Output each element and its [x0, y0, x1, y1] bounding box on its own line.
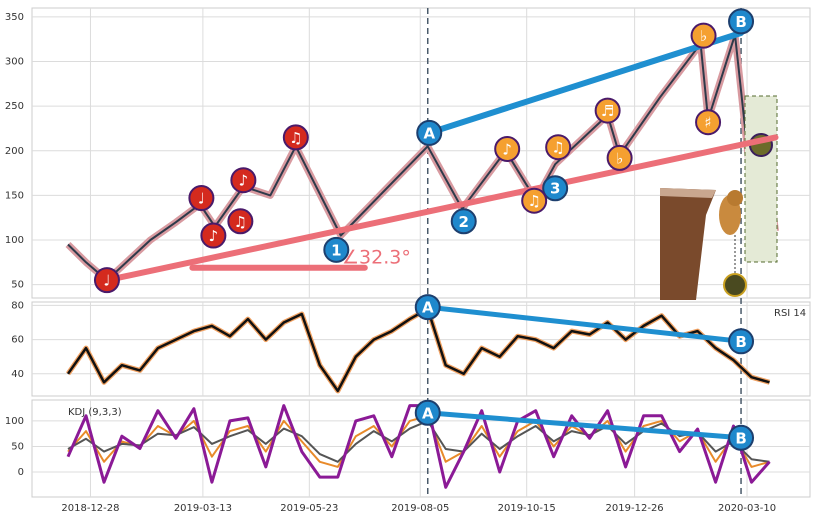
- x-tick-label: 2018-12-28: [61, 503, 119, 514]
- marker: [414, 399, 441, 426]
- panel-label: RSI 14: [774, 308, 806, 319]
- cliff-top: [660, 188, 716, 198]
- y-tick-label: 50: [11, 441, 24, 452]
- y-tick-label: 60: [11, 335, 24, 346]
- panel-label: KDJ (9,3,3): [68, 407, 122, 418]
- dog-head: [727, 190, 743, 206]
- marker-label: 2: [459, 213, 469, 231]
- x-tick-label: 2019-03-13: [174, 503, 232, 514]
- x-tick-label: 2019-05-23: [280, 503, 338, 514]
- marker: [230, 167, 257, 194]
- marker-label: ♩: [198, 190, 205, 208]
- decoration: [660, 95, 778, 300]
- series-line: [67, 419, 770, 463]
- marker-label: ♪: [502, 140, 512, 158]
- marker: [594, 97, 621, 124]
- trend-line: [426, 30, 744, 136]
- y-tick-label: 100: [5, 235, 24, 246]
- marker: [416, 119, 443, 146]
- x-tick-label: 2020-03-10: [718, 503, 776, 514]
- layer-series: [65, 31, 779, 489]
- y-tick-label: 40: [11, 369, 24, 380]
- marker-label: A: [422, 404, 434, 422]
- marker: [695, 109, 722, 136]
- marker-label: ♬: [601, 102, 614, 120]
- marker: [93, 267, 120, 294]
- marker-label: B: [735, 13, 746, 31]
- marker-label: ♫: [551, 139, 564, 157]
- marker-label: ♯: [704, 114, 711, 132]
- y-tick-label: 50: [11, 280, 24, 291]
- box: [744, 95, 778, 263]
- trend-line: [104, 134, 779, 284]
- marker-label: ♫: [289, 129, 302, 147]
- marker-label: A: [423, 124, 435, 142]
- marker-label: B: [735, 429, 746, 447]
- marker: [542, 175, 569, 202]
- layer-mark: ♩ ♩ ♪ ♪ ♫ ♫ 1 2 3 A B ♪ ♫ ♫ ♬ ♭ ♭ ♯ A B A B: [93, 8, 755, 451]
- marker-label: ♪: [209, 227, 219, 245]
- marker-label: 1: [331, 241, 341, 259]
- y-tick-label: 150: [5, 190, 24, 201]
- cliff: [660, 188, 716, 300]
- marker-label: A: [422, 299, 434, 317]
- trend-line: [425, 304, 744, 344]
- marker: [494, 135, 521, 162]
- marker: [606, 144, 633, 171]
- marker: [450, 208, 477, 235]
- marker: [282, 124, 309, 151]
- marker: [690, 22, 717, 49]
- series-line: [67, 33, 777, 282]
- marker-label: ♭: [700, 27, 707, 45]
- marker-label: B: [735, 333, 746, 351]
- marker: [728, 8, 755, 35]
- marker-label: ♭: [616, 149, 623, 167]
- marker-label: ♫: [527, 192, 540, 210]
- angle-label: ∠32.3°: [342, 247, 411, 269]
- marker-label: ♪: [239, 172, 249, 190]
- marker-label: 3: [550, 180, 560, 198]
- marker-label: ♫: [234, 213, 247, 231]
- marker: [188, 185, 215, 212]
- marker: [545, 134, 572, 161]
- y-tick-label: 0: [18, 467, 24, 478]
- x-tick-label: 2019-08-05: [391, 503, 449, 514]
- x-tick-label: 2019-10-15: [498, 503, 556, 514]
- badge: [723, 273, 747, 297]
- y-tick-label: 80: [11, 300, 24, 311]
- marker: [728, 328, 755, 355]
- y-tick-label: 300: [5, 57, 24, 68]
- marker: [728, 424, 755, 451]
- y-tick-label: 100: [5, 416, 24, 427]
- y-tick-label: 250: [5, 101, 24, 112]
- marker: [414, 294, 441, 321]
- marker: [521, 187, 548, 214]
- layer-top: 50 100 150 200 250 300 350 40 60 80 0 50 100 2018-12-…: [5, 12, 776, 514]
- marker-label: ♩: [103, 272, 110, 290]
- marker: [227, 208, 254, 235]
- y-tick-label: 350: [5, 12, 24, 23]
- marker: [323, 236, 350, 263]
- x-tick-label: 2019-12-26: [606, 503, 664, 514]
- layer-trend: [104, 30, 779, 441]
- trend-line: [425, 410, 744, 441]
- marker: [200, 222, 227, 249]
- y-tick-label: 200: [5, 146, 24, 157]
